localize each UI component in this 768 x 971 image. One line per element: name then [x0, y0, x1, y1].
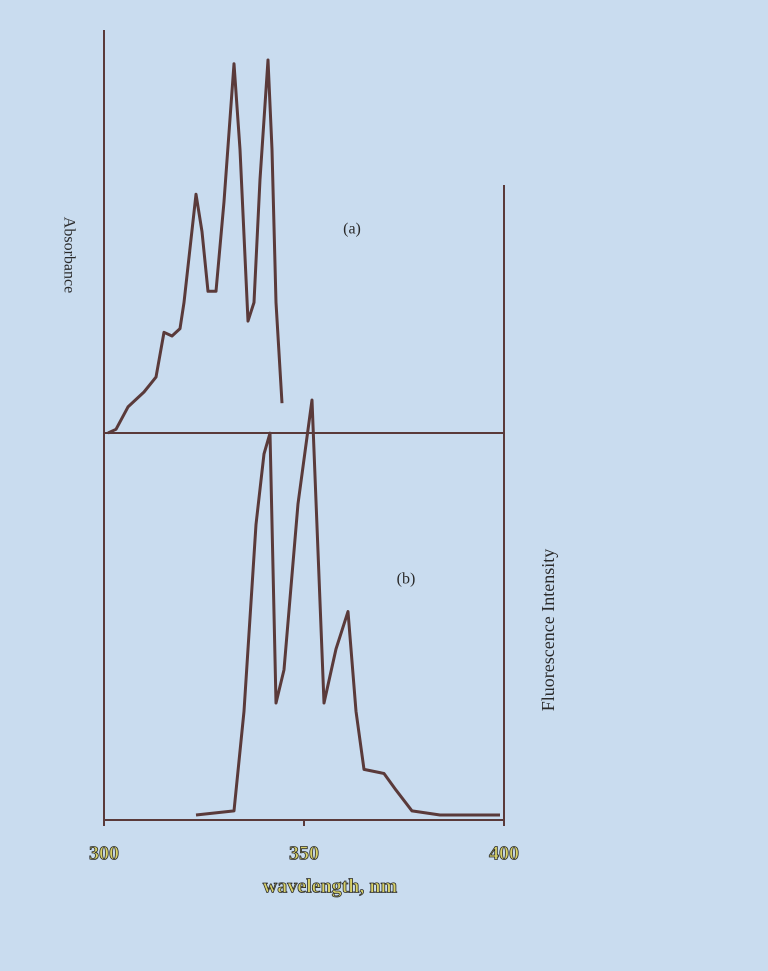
x-axis-label: wavelength, nm [263, 876, 398, 898]
x-tick-label: 400 [489, 843, 519, 865]
x-tick-label: 300 [89, 843, 119, 865]
x-tick-label: 350 [289, 843, 319, 865]
curve-label-b: (b) [397, 571, 416, 588]
y-label-a: Absorbance [60, 217, 77, 293]
curve-label-a: (a) [343, 221, 361, 238]
y-label-b: Fluorescence Intensity [538, 549, 558, 711]
line-series [107, 58, 284, 435]
line-series [195, 398, 500, 817]
